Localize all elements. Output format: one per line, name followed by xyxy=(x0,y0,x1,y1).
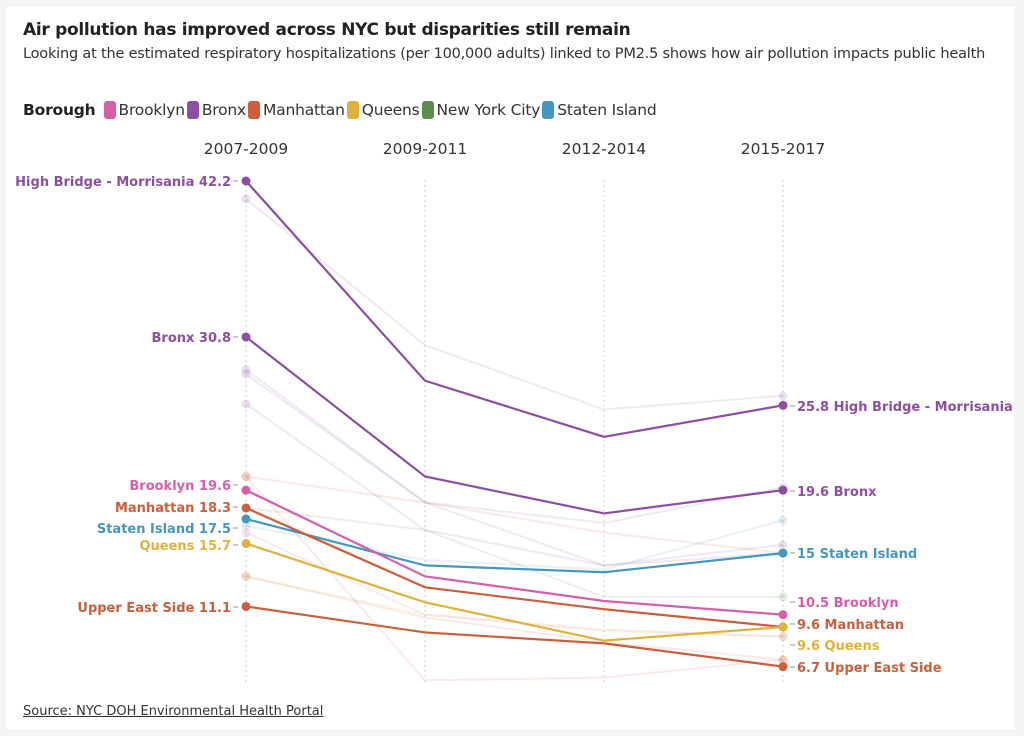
background-line xyxy=(245,372,784,567)
data-point xyxy=(778,610,788,620)
chart-subtitle: Looking at the estimated respiratory hos… xyxy=(23,46,986,62)
background-point xyxy=(241,471,251,481)
start-label: High Bridge - Morrisania 42.2 xyxy=(15,175,231,190)
start-label: Upper East Side 11.1 xyxy=(77,601,231,616)
legend-swatch xyxy=(346,101,359,119)
data-point xyxy=(241,176,251,186)
background-point xyxy=(241,194,251,204)
background-line xyxy=(245,575,784,638)
legend-title: Borough xyxy=(23,101,96,119)
data-point xyxy=(778,622,788,632)
legend-label: Staten Island xyxy=(557,101,657,119)
end-label: 9.6 Manhattan xyxy=(797,618,904,633)
legend-label: Queens xyxy=(361,101,420,119)
background-point xyxy=(778,391,788,401)
end-label: 15 Staten Island xyxy=(797,547,917,562)
background-line xyxy=(245,506,783,598)
background-line xyxy=(245,403,784,567)
start-label: Bronx 30.8 xyxy=(152,331,232,346)
background-point xyxy=(241,571,251,581)
data-point xyxy=(778,548,788,558)
end-label: 6.7 Upper East Side xyxy=(797,661,942,676)
background-point xyxy=(778,592,788,602)
legend-swatch xyxy=(542,101,555,119)
x-tick-label: 2015-2017 xyxy=(741,140,826,158)
data-point xyxy=(241,332,251,342)
data-point xyxy=(241,514,251,524)
start-label: Manhattan 18.3 xyxy=(115,501,231,516)
source-link[interactable]: Source: NYC DOH Environmental Health Por… xyxy=(23,704,324,719)
legend-item[interactable]: Brooklyn xyxy=(103,101,186,119)
legend-label: New York City xyxy=(436,101,541,119)
end-label: 19.6 Bronx xyxy=(797,485,877,500)
data-point xyxy=(241,485,251,495)
start-label: Queens 15.7 xyxy=(139,539,231,554)
background-line xyxy=(245,368,784,525)
x-tick-label: 2009-2011 xyxy=(383,140,468,158)
background-point xyxy=(241,365,251,375)
legend-label: Brooklyn xyxy=(118,101,186,119)
legend-swatch xyxy=(248,101,260,119)
series-line xyxy=(245,517,784,574)
legend: Borough Brooklyn Bronx Manhattan Queens New … xyxy=(23,101,658,119)
background-point xyxy=(241,369,251,379)
end-label: 9.6 Queens xyxy=(797,639,880,654)
legend-item[interactable]: Queens xyxy=(346,101,420,119)
end-label: 10.5 Brooklyn xyxy=(797,596,899,611)
series-line xyxy=(245,506,784,629)
background-point xyxy=(778,655,788,665)
chart-card xyxy=(6,7,1014,729)
data-point xyxy=(778,485,788,495)
legend-label: Bronx xyxy=(201,101,246,119)
background-point xyxy=(778,655,788,665)
data-point xyxy=(778,662,788,672)
legend-label: Manhattan xyxy=(263,101,345,119)
series-line xyxy=(245,542,784,642)
legend-item[interactable]: New York City xyxy=(421,101,541,119)
background-line xyxy=(245,475,784,555)
legend-item[interactable]: Manhattan xyxy=(248,101,345,119)
legend-swatch xyxy=(421,101,434,119)
series-line xyxy=(245,180,784,438)
legend-swatch xyxy=(186,101,199,119)
background-line xyxy=(245,475,784,682)
background-line xyxy=(245,575,784,661)
start-label: Staten Island 17.5 xyxy=(97,522,231,537)
legend-swatch xyxy=(103,101,116,119)
background-point xyxy=(778,632,788,642)
background-point xyxy=(241,571,251,581)
series-line xyxy=(245,336,784,515)
background-point xyxy=(778,515,788,525)
legend-item[interactable]: Staten Island xyxy=(542,101,657,119)
background-point xyxy=(241,399,251,409)
data-point xyxy=(778,400,788,410)
end-label: 25.8 High Bridge - Morrisania xyxy=(797,400,1013,415)
legend-item[interactable]: Bronx xyxy=(186,101,246,119)
series-line xyxy=(245,605,784,668)
background-point xyxy=(241,471,251,481)
series-line xyxy=(245,489,784,616)
data-point xyxy=(241,601,251,611)
chart-title: Air pollution has improved across NYC bu… xyxy=(23,20,631,40)
background-line xyxy=(245,197,784,411)
data-point xyxy=(241,503,251,513)
data-point xyxy=(241,539,251,549)
background-point xyxy=(778,540,788,550)
background-point xyxy=(778,632,788,642)
start-label: Brooklyn 19.6 xyxy=(129,479,231,494)
background-point xyxy=(241,528,251,538)
background-point xyxy=(241,521,251,531)
x-tick-label: 2007-2009 xyxy=(204,140,289,158)
x-tick-label: 2012-2014 xyxy=(562,140,647,158)
